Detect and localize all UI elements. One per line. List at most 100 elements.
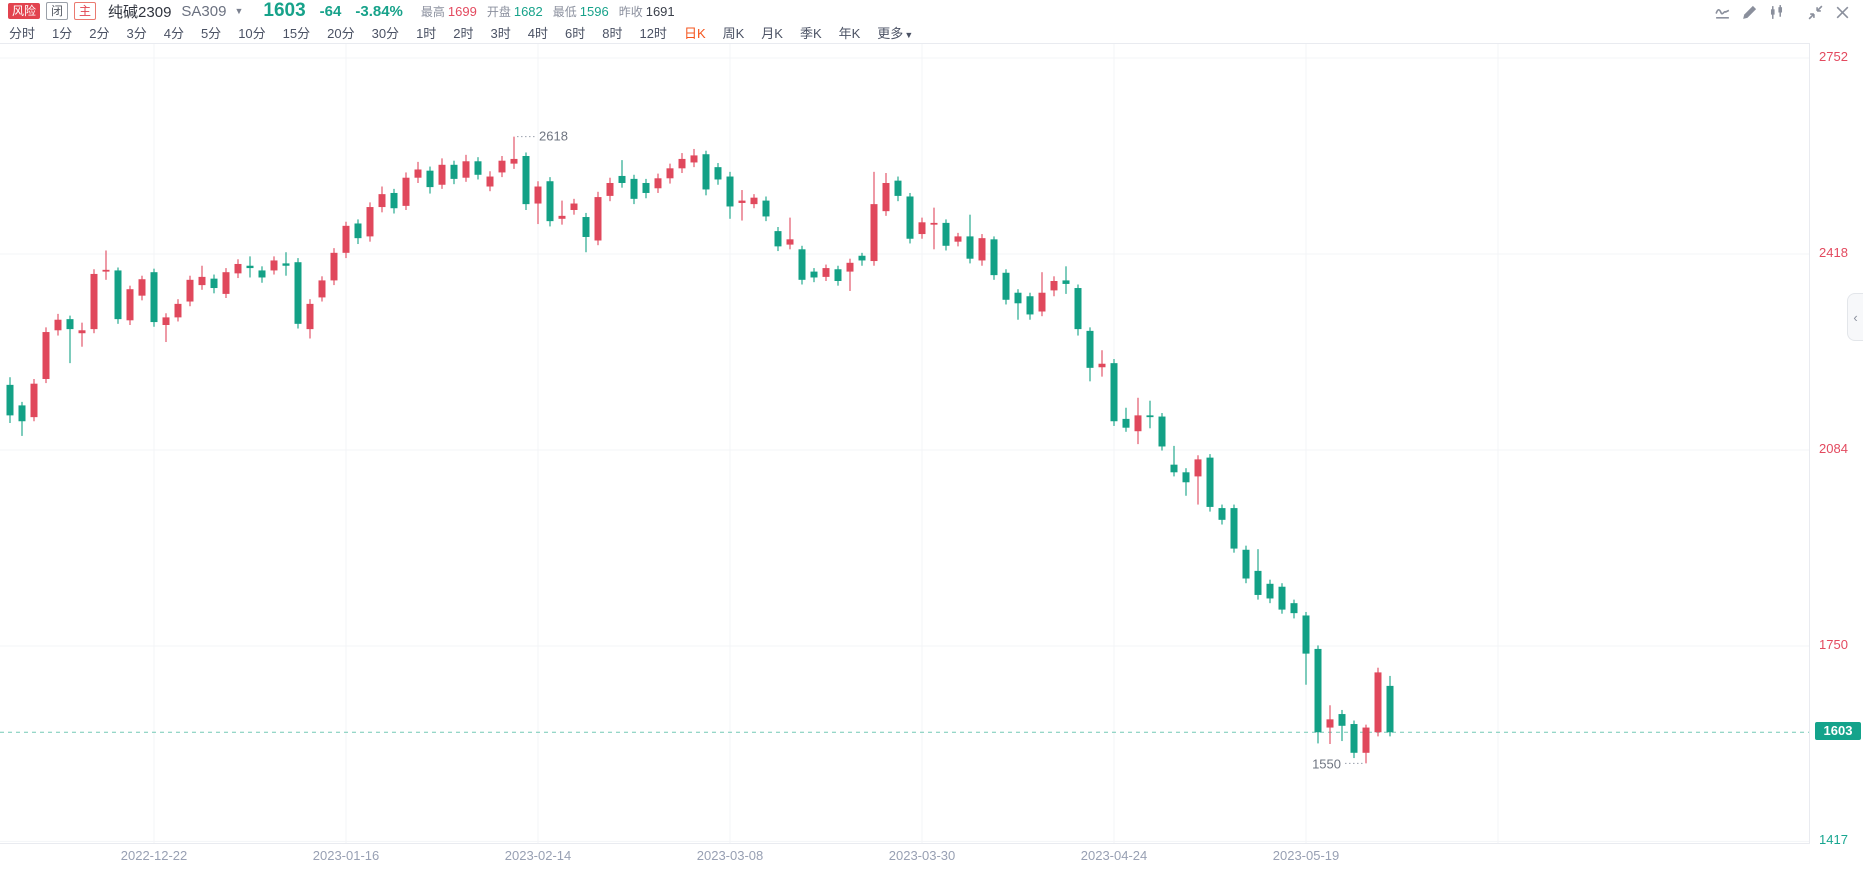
candle-body: [546, 181, 554, 222]
candle-body: [714, 167, 722, 180]
candle-body: [810, 271, 818, 278]
candle-body: [1002, 272, 1010, 300]
symbol-dropdown-caret[interactable]: ▼: [234, 6, 244, 16]
tab-4时[interactable]: 4时: [527, 26, 548, 41]
tab-more[interactable]: 更多▼: [877, 26, 914, 41]
candle-body: [1266, 583, 1274, 599]
tab-8时[interactable]: 8时: [602, 26, 623, 41]
y-axis-label: 2418: [1819, 244, 1848, 260]
candle-body: [1122, 418, 1130, 428]
info-bar: 风险 闭 主 纯碱2309 SA309 ▼ 1603 -64 -3.84% 最高…: [0, 0, 1863, 22]
candle-body: [186, 279, 194, 302]
chart-canvas: 2618 1550: [0, 44, 1809, 843]
candle-body: [1170, 464, 1178, 473]
candle-body: [1086, 330, 1094, 368]
symbol-code: SA309: [181, 2, 227, 20]
tab-日K[interactable]: 日K: [683, 26, 706, 41]
y-axis-label: 1417: [1819, 832, 1848, 848]
candle-body: [1038, 292, 1046, 312]
tab-年K[interactable]: 年K: [838, 26, 861, 41]
candle-body: [858, 255, 866, 261]
indicator-icon[interactable]: [1767, 3, 1785, 21]
x-axis-label: 2023-01-16: [312, 848, 380, 863]
candle-body: [66, 319, 74, 330]
candle-body: [1290, 603, 1298, 614]
tab-月K[interactable]: 月K: [761, 26, 783, 41]
y-axis-label: 1750: [1819, 636, 1848, 652]
tab-6时[interactable]: 6时: [565, 26, 586, 41]
candle-body: [522, 155, 530, 205]
candle-body: [126, 289, 134, 321]
date-axis: 2022-12-22 2023-01-16 2023-02-14 2023-03-08…: [0, 846, 1810, 866]
window-icons: [1713, 3, 1851, 21]
tab-4分[interactable]: 4分: [163, 26, 184, 41]
candle-body: [870, 204, 878, 262]
tab-1时[interactable]: 1时: [416, 26, 437, 41]
candle-body: [162, 317, 170, 326]
candle-body: [774, 231, 782, 247]
tab-2时[interactable]: 2时: [453, 26, 474, 41]
price-change: -64: [319, 2, 342, 20]
panel-collapse-handle[interactable]: ‹: [1847, 293, 1863, 341]
main-contract-badge: 主: [74, 2, 97, 20]
candle-body: [414, 169, 422, 178]
candle-body: [846, 262, 854, 272]
daily-stats: 最高 1699 开盘 1682 最低 1596 昨收 1691: [421, 3, 675, 20]
tab-分时[interactable]: 分时: [9, 26, 36, 41]
tab-1分[interactable]: 1分: [52, 26, 73, 41]
stat-最高: 最高 1699: [420, 3, 477, 19]
candle-body: [294, 262, 302, 324]
close-icon[interactable]: [1833, 3, 1851, 21]
chart-style-icon[interactable]: [1713, 3, 1731, 21]
tab-周K[interactable]: 周K: [722, 26, 745, 41]
last-price: 1603: [263, 0, 306, 21]
tab-20分[interactable]: 20分: [327, 26, 355, 41]
candle-body: [1254, 570, 1262, 595]
candle-body: [1074, 288, 1082, 330]
candle-body: [1350, 724, 1358, 753]
candle-body: [474, 161, 482, 175]
x-axis-label: 2023-04-24: [1080, 848, 1148, 863]
candle-body: [1278, 586, 1286, 610]
candle-body: [762, 200, 770, 217]
candle-body: [318, 280, 326, 298]
candle-body: [390, 192, 398, 209]
tab-3时[interactable]: 3时: [490, 26, 511, 41]
more-caret: ▼: [904, 30, 914, 40]
x-axis-label: 2022-12-22: [120, 848, 188, 863]
candle-body: [102, 269, 110, 272]
tab-5分[interactable]: 5分: [200, 26, 222, 41]
candle-body: [582, 217, 590, 237]
candle-body: [402, 177, 410, 206]
candlestick-chart[interactable]: 2618 1550: [0, 43, 1810, 844]
tab-30分[interactable]: 30分: [371, 26, 400, 41]
tab-3分[interactable]: 3分: [126, 26, 147, 41]
current-price-badge: 1603: [1815, 722, 1861, 741]
draw-icon[interactable]: [1740, 3, 1758, 21]
candle-body: [258, 270, 266, 278]
candle-body: [1338, 714, 1346, 726]
candle-body: [534, 186, 542, 204]
candle-body: [606, 182, 614, 196]
candle-body: [918, 222, 926, 235]
candle-body: [954, 236, 962, 242]
x-axis-label: 2023-02-14: [504, 848, 572, 863]
candle-body: [150, 272, 158, 323]
candle-body: [174, 303, 182, 318]
candle-body: [462, 161, 470, 178]
tab-季K[interactable]: 季K: [799, 26, 822, 41]
tab-10分[interactable]: 10分: [238, 26, 266, 41]
candle-body: [1026, 296, 1034, 315]
candle-body: [1326, 719, 1334, 728]
tab-15分[interactable]: 15分: [282, 26, 311, 41]
tab-12时[interactable]: 12时: [639, 26, 667, 41]
candle-body: [894, 180, 902, 196]
tab-2分[interactable]: 2分: [89, 26, 110, 41]
candle-body: [282, 263, 290, 266]
candle-body: [642, 182, 650, 193]
candle-body: [786, 239, 794, 245]
collapse-window-icon[interactable]: [1806, 3, 1824, 21]
candle-body: [1182, 472, 1190, 483]
candle-body: [654, 178, 662, 189]
candle-body: [1314, 648, 1322, 733]
